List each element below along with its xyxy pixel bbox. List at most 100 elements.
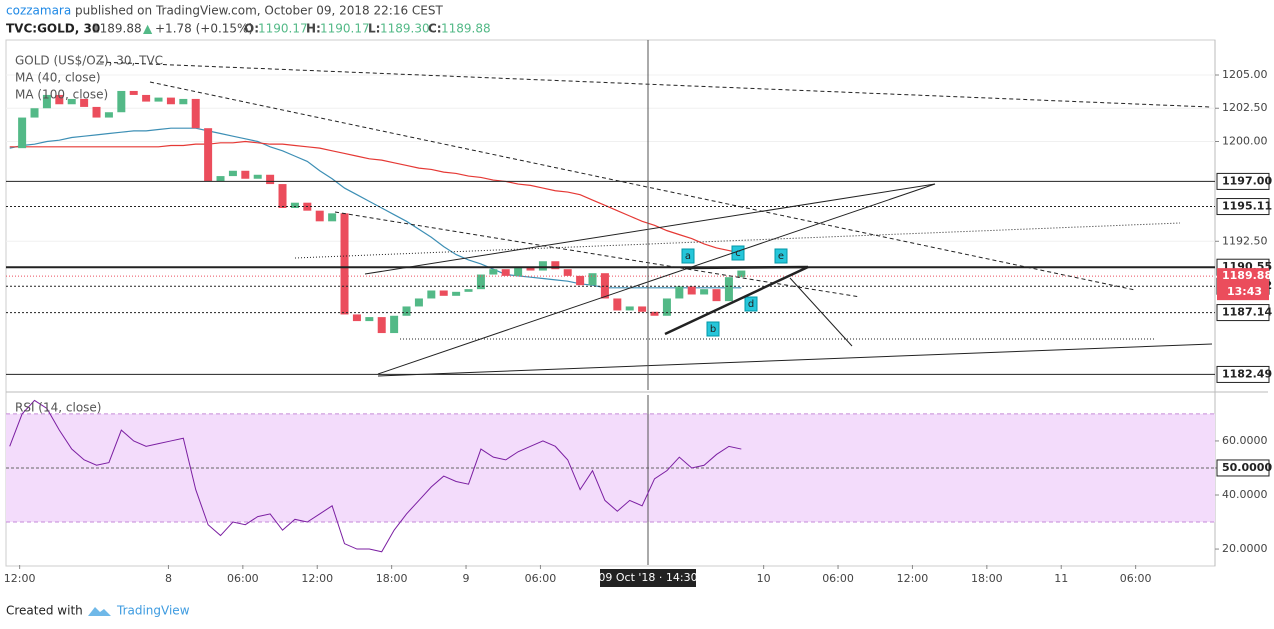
candle [576,275,585,286]
x-tick-label: 9 [463,572,470,585]
countdown: 13:43 [1227,285,1262,298]
candle [352,314,361,322]
y-tick-label: 1192.50 [1222,234,1268,247]
ma-line [9,127,742,289]
candle [266,174,275,185]
x-tick-label: 06:00 [227,572,259,585]
crosshair-label: 09 Oct '18 · 14:30 [598,571,697,584]
level-box [1216,365,1270,383]
candle [675,286,684,299]
candle [662,298,671,316]
candle [377,317,386,334]
candle [452,291,461,296]
trend-line [99,61,1211,108]
candle [129,90,138,95]
candle [30,108,39,118]
author[interactable]: cozzamara [6,4,71,18]
candle [241,170,250,179]
level-label: 1187.14 [1222,306,1272,319]
candle [501,269,510,276]
published: published on TradingView.com, October 09… [75,4,443,18]
brand-logo [88,607,111,616]
candle [650,311,659,316]
candle [315,210,324,222]
candle [290,202,299,209]
x-tick-label: 12:00 [4,572,36,585]
candle [724,277,733,302]
level-label: 1182.49 [1222,367,1272,380]
x-tick-label: 06:00 [525,572,557,585]
rsi-tick-label: 40.0000 [1222,488,1268,501]
arrow-line [789,277,853,347]
candle [67,98,76,105]
candle [402,306,411,316]
h-label: H: [306,22,321,36]
candle [80,98,89,107]
annotation-label: e [778,251,784,262]
candle [228,170,237,177]
candle [365,317,374,322]
candle [700,289,709,295]
candle [489,269,498,275]
x-tick-label: 06:00 [1120,572,1152,585]
c: 1189.88 [441,22,491,36]
o-label: O: [244,22,259,36]
candle [563,269,572,276]
candle [18,117,27,149]
candle [414,298,423,307]
candle [142,94,151,102]
candle [600,273,609,299]
wedge-line [664,265,809,336]
l-label: L: [368,22,380,36]
candle [551,261,560,270]
x-tick-label: 18:00 [971,572,1003,585]
channel-line [377,343,1213,377]
candle [154,97,163,102]
rsi-tick-box [1216,459,1270,477]
candle [104,112,113,118]
h: 1190.17 [320,22,370,36]
annotation-box [706,321,720,337]
x-tick-label: 12:00 [897,572,929,585]
candle [340,213,349,315]
candle [439,290,448,296]
annotation-label: a [685,251,691,262]
x-tick-label: 10 [757,572,771,585]
footer-brand[interactable]: TradingView [116,604,190,618]
candle [204,128,213,182]
y-tick-label: 1202.50 [1222,101,1268,114]
annotation-label: d [748,299,754,310]
level-label: 1195.11 [1222,200,1272,213]
x-tick-label: 18:00 [376,572,408,585]
trend-line [294,222,1181,259]
x-tick-label: 11 [1054,572,1068,585]
ma-line [9,140,742,254]
candle [278,184,287,209]
candle [166,97,175,105]
candle [427,290,436,299]
candle [625,306,634,311]
legend-entry: MA (100, close) [15,88,108,102]
candle [191,98,200,129]
candle [514,266,523,276]
annotation-box [681,248,695,264]
level-box [1216,198,1270,216]
candle [613,298,622,311]
level-box [1216,304,1270,322]
rsi-line [9,399,742,553]
candle [538,261,547,271]
footer-created: Created with [6,604,83,618]
annotation-label: c [735,248,741,259]
drawings [99,40,1213,390]
candle [476,274,485,290]
legend-entry: MA (40, close) [15,71,101,85]
x-tick-label: 12:00 [301,572,333,585]
annotation-box [774,248,788,264]
last-price-label: 1189.88 [1222,269,1272,282]
rsi-tick-label: 60.0000 [1222,434,1268,447]
level-label: 1197.00 [1222,174,1272,187]
rsi-tick-label: 50.0000 [1222,461,1272,474]
x-tick-label: 06:00 [822,572,854,585]
